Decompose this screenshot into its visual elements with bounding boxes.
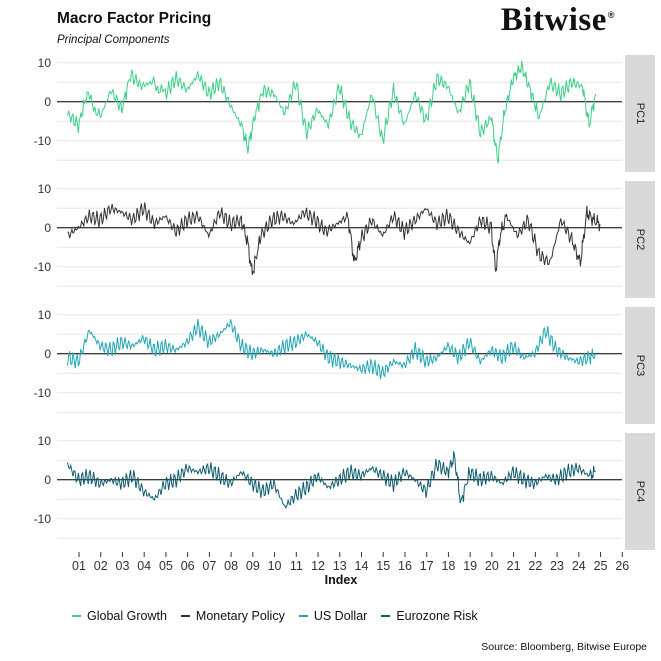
facet-strip bbox=[625, 55, 655, 172]
facet-label: PC1 bbox=[634, 103, 646, 124]
legend-label: Monetary Policy bbox=[195, 609, 285, 623]
panel-pc1: 10 0 -10 PC1 bbox=[34, 55, 655, 172]
x-tick-label: 14 bbox=[355, 559, 369, 573]
panel-pc2: 10 0 -10 PC2 bbox=[34, 181, 655, 298]
x-tick-label: 25 bbox=[594, 559, 608, 573]
facet-label: PC3 bbox=[634, 355, 646, 376]
legend-item: Global Growth bbox=[72, 609, 167, 623]
legend-item: US Dollar bbox=[298, 609, 368, 623]
x-axis-label: Index bbox=[325, 573, 358, 587]
source-note: Source: Bloomberg, Bitwise Europe bbox=[481, 641, 647, 653]
x-tick-label: 09 bbox=[246, 559, 260, 573]
y-tick-label: -10 bbox=[34, 260, 52, 274]
x-tick-label: 15 bbox=[376, 559, 390, 573]
x-tick-label: 23 bbox=[550, 559, 564, 573]
brand-logo: Bitwise® bbox=[501, 2, 615, 39]
y-tick-label: 0 bbox=[44, 347, 51, 361]
panel-pc4: 10 0 -10 PC4 bbox=[34, 433, 655, 550]
legend-item: Eurozone Risk bbox=[381, 609, 478, 623]
x-tick-label: 12 bbox=[311, 559, 325, 573]
legend-label: Eurozone Risk bbox=[396, 609, 478, 623]
x-tick-label: 03 bbox=[116, 559, 130, 573]
y-tick-label: 10 bbox=[38, 434, 52, 448]
legend-label: Global Growth bbox=[87, 609, 167, 623]
x-tick-label: 07 bbox=[202, 559, 216, 573]
y-tick-label: 10 bbox=[38, 56, 52, 70]
x-tick-label: 06 bbox=[181, 559, 195, 573]
series-line-pc4 bbox=[67, 451, 596, 510]
y-tick-label: -10 bbox=[34, 512, 52, 526]
legend-swatch bbox=[72, 615, 81, 617]
x-tick-label: 05 bbox=[159, 559, 173, 573]
facet-label: PC2 bbox=[634, 229, 646, 250]
x-tick-label: 21 bbox=[507, 559, 521, 573]
page-title: Macro Factor Pricing bbox=[57, 10, 212, 27]
legend-swatch bbox=[381, 615, 391, 617]
y-tick-label: 10 bbox=[38, 182, 52, 196]
x-tick-label: 13 bbox=[333, 559, 347, 573]
y-tick-label: 0 bbox=[44, 95, 51, 109]
y-tick-label: 0 bbox=[44, 221, 51, 235]
y-tick-label: 10 bbox=[38, 308, 52, 322]
series-line-pc1 bbox=[67, 60, 597, 165]
legend-swatch bbox=[298, 615, 308, 617]
x-tick-label: 26 bbox=[615, 559, 629, 573]
x-tick-label: 20 bbox=[485, 559, 499, 573]
page-subtitle: Principal Components bbox=[57, 34, 170, 46]
y-tick-label: -10 bbox=[34, 134, 52, 148]
x-tick-label: 01 bbox=[72, 559, 86, 573]
chart-legend: Global Growth Monetary Policy US Dollar Eur… bbox=[72, 609, 478, 623]
x-tick-label: 22 bbox=[528, 559, 542, 573]
legend-swatch bbox=[180, 615, 190, 617]
facet-strip bbox=[625, 181, 655, 298]
y-tick-label: -10 bbox=[34, 386, 52, 400]
x-tick-label: 24 bbox=[572, 559, 586, 573]
x-tick-label: 18 bbox=[441, 559, 455, 573]
x-tick-label: 19 bbox=[463, 559, 477, 573]
x-tick-label: 04 bbox=[137, 559, 151, 573]
x-tick-label: 08 bbox=[224, 559, 238, 573]
x-tick-label: 11 bbox=[290, 559, 303, 573]
facet-strip bbox=[625, 307, 655, 424]
x-tick-label: 10 bbox=[268, 559, 282, 573]
panel-pc3: 10 0 -10 PC3 bbox=[34, 307, 655, 424]
x-tick-label: 17 bbox=[420, 559, 434, 573]
legend-item: Monetary Policy bbox=[180, 609, 285, 623]
legend-label: US Dollar bbox=[313, 609, 368, 623]
facet-strip bbox=[625, 433, 655, 550]
y-tick-label: 0 bbox=[44, 473, 51, 487]
x-tick-label: 02 bbox=[94, 559, 108, 573]
brand-name: Bitwise bbox=[500, 2, 607, 38]
series-line-pc3 bbox=[67, 319, 597, 380]
facet-label: PC4 bbox=[634, 481, 646, 502]
series-line-pc2 bbox=[67, 202, 601, 275]
registered-mark: ® bbox=[607, 10, 615, 20]
x-tick-label: 16 bbox=[398, 559, 412, 573]
